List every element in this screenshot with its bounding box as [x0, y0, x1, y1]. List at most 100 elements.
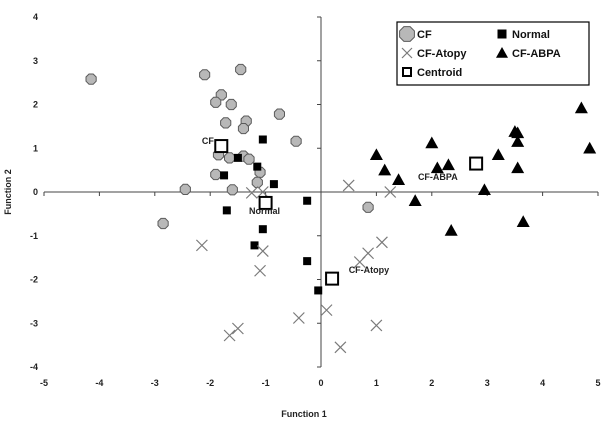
legend-label-normal: Normal	[512, 29, 550, 41]
cf-abpa-point	[491, 148, 505, 161]
x-tick-label: 5	[595, 378, 600, 388]
centroid-point	[214, 139, 229, 154]
cf-atopy-point	[342, 179, 355, 192]
cf-point	[199, 69, 211, 81]
normal-point	[253, 162, 262, 171]
legend-label-cf-abpa: CF-ABPA	[512, 48, 561, 60]
cf-point	[85, 73, 97, 85]
cf-point	[273, 108, 285, 120]
annotations: CF Normal CF-Atopy CF-ABPA	[202, 136, 458, 275]
y-tick-label: 1	[33, 143, 38, 153]
centroid-label: CF-Atopy	[349, 265, 390, 275]
cf-atopy-point	[256, 245, 269, 257]
y-tick-label: -4	[30, 362, 38, 372]
normal-point	[258, 135, 267, 144]
cf-point	[224, 152, 236, 164]
normal-point	[233, 153, 242, 162]
x-tick-label: -1	[262, 378, 270, 388]
x-tick-label: 1	[374, 378, 379, 388]
cf-atopy-point	[254, 264, 266, 277]
cf-abpa-point	[511, 135, 525, 147]
cf-abpa-point	[430, 161, 444, 174]
legend-label-centroid: Centroid	[417, 67, 462, 79]
series-cf	[85, 63, 374, 230]
normal-point	[258, 225, 267, 234]
x-tick-label: 3	[485, 378, 490, 388]
series-normal	[220, 135, 323, 295]
cf-point	[235, 63, 247, 76]
legend-marker-centroid	[402, 67, 412, 77]
cf-atopy-point	[195, 239, 208, 252]
cf-point	[157, 217, 169, 230]
series-cf-abpa	[369, 101, 597, 236]
cf-point	[220, 117, 232, 129]
cf-point	[243, 153, 255, 165]
cf-atopy-point	[376, 236, 388, 249]
legend-label-cf: CF	[417, 29, 432, 41]
x-tick-label: 2	[429, 378, 434, 388]
cf-atopy-point	[334, 341, 347, 354]
x-tick-label: -2	[206, 378, 214, 388]
cf-abpa-point	[378, 163, 392, 176]
cf-abpa-point	[392, 173, 406, 185]
cf-abpa-point	[574, 101, 588, 114]
normal-point	[269, 180, 278, 189]
centroid-point	[469, 156, 484, 171]
cf-atopy-point	[223, 329, 236, 342]
cf-point	[290, 135, 302, 147]
cf-abpa-point	[583, 141, 597, 154]
cf-atopy-point	[320, 304, 333, 317]
cf-abpa-point	[444, 224, 458, 236]
x-axis-title: Function 1	[281, 409, 327, 419]
x-tick-label: 0	[318, 378, 323, 388]
x-tick-label: 4	[540, 378, 545, 388]
cf-atopy-point	[245, 186, 258, 199]
y-tick-label: -1	[30, 231, 38, 241]
cf-abpa-point	[477, 183, 491, 196]
cf-abpa-point	[516, 215, 530, 227]
cf-point	[225, 98, 237, 111]
data-points	[85, 63, 597, 354]
cf-point	[362, 201, 374, 213]
cf-atopy-point	[353, 256, 366, 268]
y-tick-label: -2	[30, 275, 38, 285]
normal-point	[303, 257, 312, 266]
cf-atopy-point	[256, 186, 269, 198]
normal-point	[250, 241, 259, 250]
cf-abpa-point	[511, 126, 525, 139]
y-tick-label: 2	[33, 100, 38, 110]
y-ticks: -4 -3 -2 -1 0 1 2 3 4	[30, 12, 321, 372]
cf-point	[179, 183, 191, 195]
y-tick-label: 4	[33, 12, 38, 22]
cf-point	[251, 176, 263, 188]
normal-point	[314, 286, 323, 295]
cf-atopy-point	[231, 322, 244, 335]
x-ticks: -5 -4 -3 -2 -1 0 1 2 3 4 5	[40, 192, 601, 388]
x-tick-label: -3	[151, 378, 159, 388]
normal-point	[303, 196, 312, 205]
x-tick-label: -4	[95, 378, 103, 388]
centroid-point	[325, 271, 340, 286]
centroid-point	[258, 195, 273, 210]
legend: CF Normal CF-Atopy CF-ABPA Centroid	[396, 21, 590, 86]
series-centroid	[214, 139, 484, 286]
legend-marker-normal	[497, 29, 507, 39]
legend-box	[396, 21, 590, 86]
legend-marker-cf	[399, 26, 415, 42]
cf-point	[226, 184, 238, 196]
legend-marker-cf-abpa	[496, 47, 508, 58]
y-tick-label: 3	[33, 56, 38, 66]
cf-abpa-point	[425, 136, 439, 149]
centroid-label: Normal	[249, 206, 280, 216]
x-tick-label: -5	[40, 378, 48, 388]
cf-atopy-point	[292, 312, 305, 324]
cf-point	[237, 123, 249, 135]
y-tick-label: -3	[30, 318, 38, 328]
centroid-label: CF	[202, 136, 214, 146]
centroid-label: CF-ABPA	[418, 172, 458, 182]
cf-point	[210, 168, 222, 181]
legend-label-cf-atopy: CF-Atopy	[417, 48, 467, 60]
cf-atopy-point	[370, 319, 383, 332]
